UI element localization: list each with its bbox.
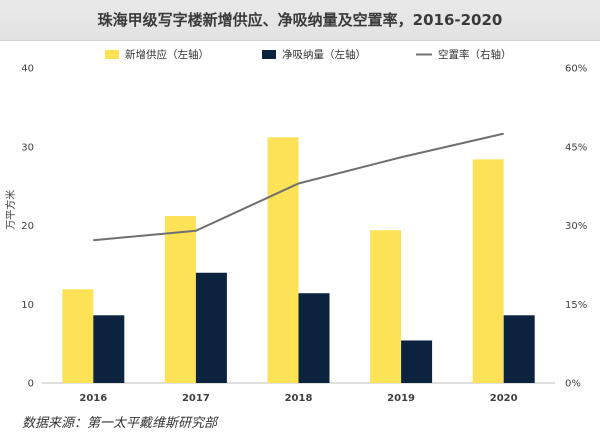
absorption-bar <box>195 272 227 383</box>
absorption-bar <box>503 315 535 383</box>
supply-bar <box>472 159 504 383</box>
legend-label: 空置率（右轴） <box>438 48 512 61</box>
y-tick-label: 0 <box>28 379 34 390</box>
y2-tick-label: 0% <box>565 379 581 390</box>
y2-tick-label: 60% <box>565 64 587 75</box>
y-axis-title: 万平方米 <box>4 190 17 230</box>
y2-tick-label: 45% <box>565 142 587 153</box>
vacancy-line-path <box>93 132 504 242</box>
x-tick-label: 2016 <box>79 393 107 404</box>
legend-label: 净吸纳量（左轴） <box>282 48 366 61</box>
y-tick-label: 30 <box>21 142 34 153</box>
vacancy-line <box>93 132 504 242</box>
y-tick-label: 20 <box>21 221 34 232</box>
supply-bar <box>164 216 196 383</box>
y2-tick-label: 30% <box>565 221 587 232</box>
y-tick-label: 40 <box>21 64 34 75</box>
legend-swatch <box>105 50 119 59</box>
supply-bar <box>62 289 94 383</box>
source-note: 数据来源：第一太平戴维斯研究部 <box>22 416 218 431</box>
chart: 新增供应（左轴） 净吸纳量（左轴） 空置率（右轴） 0 10 20 30 40 0% 15% 30… <box>4 48 587 405</box>
y2-tick-label: 15% <box>565 300 587 311</box>
x-tick-label: 2019 <box>387 393 415 404</box>
supply-bar <box>370 230 402 383</box>
bars <box>62 137 535 383</box>
legend: 新增供应（左轴） 净吸纳量（左轴） 空置率（右轴） <box>105 48 512 61</box>
absorption-bar <box>298 293 330 383</box>
legend-label: 新增供应（左轴） <box>125 48 209 61</box>
legend-swatch <box>262 50 276 59</box>
x-tick-label: 2018 <box>285 393 313 404</box>
x-tick-label: 2017 <box>182 393 210 404</box>
supply-bar <box>267 137 299 383</box>
absorption-bar <box>401 340 433 383</box>
x-tick-label: 2020 <box>490 393 518 404</box>
axis-labels: 0 10 20 30 40 0% 15% 30% 45% 60% 2016 2017 2018 2019 2… <box>4 64 587 405</box>
chart-title: 珠海甲级写字楼新增供应、净吸纳量及空置率，2016-2020 <box>0 0 600 41</box>
absorption-bar <box>93 315 125 383</box>
y-tick-label: 10 <box>21 300 34 311</box>
